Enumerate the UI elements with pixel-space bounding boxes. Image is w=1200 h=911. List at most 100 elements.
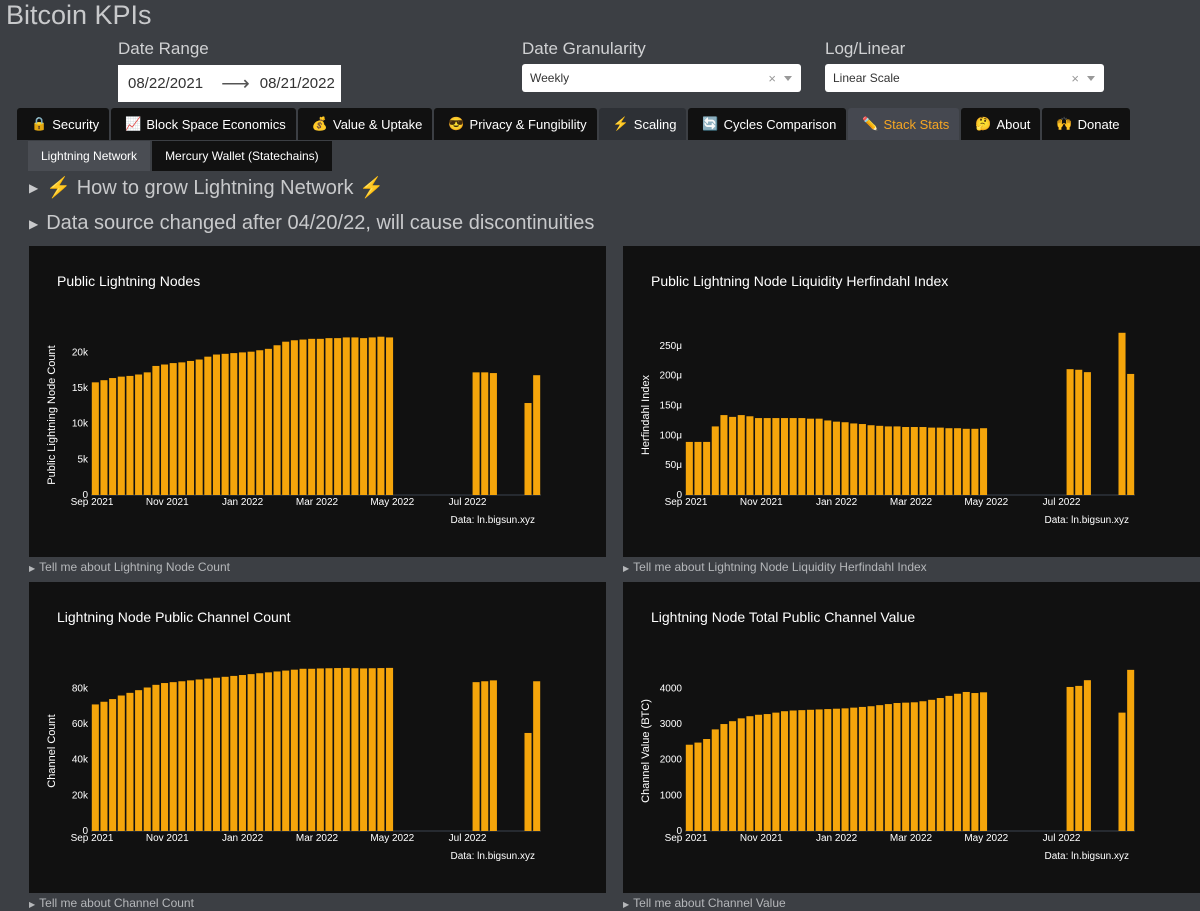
bar[interactable] bbox=[264, 348, 272, 495]
start-date-input[interactable]: 08/22/2021 bbox=[128, 75, 204, 92]
tell-me-channel-count[interactable]: ▶ Tell me about Channel Count bbox=[29, 896, 194, 910]
bar[interactable] bbox=[763, 418, 771, 495]
bar[interactable] bbox=[789, 710, 797, 832]
bar[interactable] bbox=[910, 427, 918, 495]
bar[interactable] bbox=[798, 418, 806, 495]
bar[interactable] bbox=[928, 699, 936, 831]
bar[interactable] bbox=[980, 428, 988, 495]
tell-me-herfindahl[interactable]: ▶ Tell me about Lightning Node Liquidity … bbox=[623, 560, 927, 574]
bar[interactable] bbox=[299, 668, 307, 831]
bar[interactable] bbox=[755, 714, 763, 831]
bar[interactable] bbox=[806, 418, 814, 495]
tab-value-uptake[interactable]: 💰 Value & Uptake bbox=[297, 108, 433, 140]
bar[interactable] bbox=[876, 425, 884, 495]
bar[interactable] bbox=[893, 703, 901, 831]
bar[interactable] bbox=[472, 372, 480, 495]
bar[interactable] bbox=[815, 709, 823, 831]
bar[interactable] bbox=[893, 426, 901, 495]
subtab-lightning-network[interactable]: Lightning Network bbox=[28, 141, 151, 171]
bar[interactable] bbox=[524, 732, 532, 831]
bar[interactable] bbox=[100, 701, 108, 831]
bar[interactable] bbox=[238, 352, 246, 495]
subtab-mercury-wallet[interactable]: Mercury Wallet (Statechains) bbox=[152, 141, 332, 171]
bar[interactable] bbox=[858, 424, 866, 495]
bar[interactable] bbox=[143, 687, 151, 832]
bar[interactable] bbox=[711, 729, 719, 831]
bar[interactable] bbox=[902, 702, 910, 831]
bar[interactable] bbox=[867, 425, 875, 495]
bar[interactable] bbox=[884, 704, 892, 831]
bar[interactable] bbox=[247, 674, 255, 831]
bar[interactable] bbox=[841, 422, 849, 495]
bar[interactable] bbox=[694, 742, 702, 831]
bar[interactable] bbox=[902, 427, 910, 495]
chevron-down-icon[interactable] bbox=[1087, 75, 1095, 81]
bar[interactable] bbox=[729, 721, 737, 831]
bar[interactable] bbox=[290, 340, 298, 495]
bar[interactable] bbox=[685, 441, 693, 495]
bar[interactable] bbox=[954, 693, 962, 831]
disclosure-grow-lightning[interactable]: ▶ ⚡ How to grow Lightning Network ⚡ bbox=[29, 175, 384, 200]
bar[interactable] bbox=[1066, 369, 1074, 495]
bar[interactable] bbox=[186, 680, 195, 831]
bar[interactable] bbox=[178, 362, 186, 495]
bar[interactable] bbox=[282, 670, 290, 831]
end-date-input[interactable]: 08/21/2022 bbox=[259, 75, 335, 92]
bar[interactable] bbox=[290, 669, 298, 831]
bar[interactable] bbox=[533, 375, 541, 495]
bar[interactable] bbox=[919, 427, 927, 495]
bar[interactable] bbox=[135, 374, 143, 496]
bar[interactable] bbox=[524, 403, 532, 495]
bar[interactable] bbox=[772, 418, 780, 495]
bar[interactable] bbox=[720, 724, 728, 831]
bar[interactable] bbox=[746, 416, 754, 495]
bar[interactable] bbox=[824, 420, 832, 495]
bar[interactable] bbox=[720, 415, 728, 495]
bar[interactable] bbox=[368, 337, 376, 495]
bar[interactable] bbox=[316, 338, 324, 495]
bar[interactable] bbox=[533, 681, 541, 831]
bar[interactable] bbox=[178, 681, 186, 831]
bar[interactable] bbox=[780, 711, 789, 831]
bar[interactable] bbox=[936, 427, 944, 495]
tab-block-space-economics[interactable]: 📈 Block Space Economics bbox=[111, 108, 296, 140]
bar[interactable] bbox=[780, 418, 789, 495]
tab-stack-stats[interactable]: ✏️ Stack Stats bbox=[848, 108, 960, 140]
bar[interactable] bbox=[1083, 680, 1091, 831]
bar[interactable] bbox=[850, 707, 858, 831]
bar[interactable] bbox=[342, 337, 350, 495]
bar[interactable] bbox=[954, 428, 962, 495]
bar[interactable] bbox=[351, 337, 359, 495]
bar[interactable] bbox=[1083, 372, 1091, 495]
bar[interactable] bbox=[910, 702, 918, 831]
bar[interactable] bbox=[1075, 685, 1083, 831]
bar[interactable] bbox=[273, 345, 281, 495]
bar[interactable] bbox=[308, 338, 316, 495]
clear-icon[interactable]: × bbox=[1071, 70, 1079, 86]
bar[interactable] bbox=[746, 716, 754, 831]
bar[interactable] bbox=[273, 671, 281, 831]
bar[interactable] bbox=[238, 675, 246, 831]
bar[interactable] bbox=[971, 693, 979, 831]
bar[interactable] bbox=[282, 341, 290, 495]
disclosure-data-source[interactable]: ▶ Data source changed after 04/20/22, wi… bbox=[29, 212, 594, 235]
bar[interactable] bbox=[109, 378, 117, 495]
bar[interactable] bbox=[204, 356, 212, 495]
bar[interactable] bbox=[850, 423, 858, 495]
bar[interactable] bbox=[971, 428, 979, 495]
bar[interactable] bbox=[212, 677, 220, 831]
bar[interactable] bbox=[126, 375, 134, 495]
bar[interactable] bbox=[360, 338, 368, 495]
bar[interactable] bbox=[230, 353, 238, 495]
bar[interactable] bbox=[360, 668, 368, 831]
bar[interactable] bbox=[489, 373, 497, 495]
bar[interactable] bbox=[928, 427, 936, 495]
scale-select[interactable]: Linear Scale × bbox=[825, 64, 1104, 92]
bar[interactable] bbox=[377, 336, 385, 495]
bar[interactable] bbox=[117, 695, 125, 831]
bar[interactable] bbox=[204, 678, 212, 831]
tab-security[interactable]: 🔒 Security bbox=[17, 108, 110, 140]
bar[interactable] bbox=[221, 676, 229, 831]
bar[interactable] bbox=[161, 364, 169, 495]
bar[interactable] bbox=[152, 365, 160, 495]
